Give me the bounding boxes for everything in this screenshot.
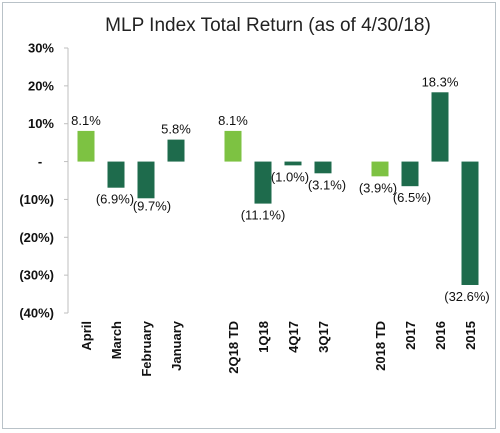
y-tick-label: 10% [28,116,54,131]
data-label: 8.1% [218,113,248,128]
data-label: 5.8% [161,122,191,137]
category-label: 2018 TD [373,321,388,371]
y-tick-label: (30%) [19,268,54,283]
category-label: April [79,321,94,351]
y-tick-label: (20%) [19,230,54,245]
chart-frame [2,2,496,429]
label-layer: 8.1% April (6.9%) March (9.7%) February 5.8% Ja… [71,74,490,376]
y-tick-label: 30% [28,41,54,56]
y-tick-label: - [38,154,42,169]
y-tick-label: 20% [28,78,54,93]
bar-march [107,161,125,188]
bar-2015 [461,161,479,285]
category-label: 2015 [463,321,478,350]
category-label: March [109,321,124,359]
data-label: (6.5%) [393,190,431,205]
bar-april [77,130,95,162]
category-label: January [169,320,184,371]
category-label: 1Q18 [256,321,271,353]
category-label: 4Q17 [286,321,301,353]
bar-january [167,139,185,162]
category-label: 2Q18 TD [226,321,241,374]
category-label: 2017 [403,321,418,350]
axis-layer: 30% 20% 10% - (10%) (20%) (30%) (40%) [19,41,69,321]
data-label: (1.0%) [271,169,309,184]
bar-4q17 [284,161,302,166]
bar-2016 [431,92,449,162]
category-label: 3Q17 [316,321,331,353]
bar-2018-td [371,161,389,177]
data-label: (9.7%) [133,198,171,213]
data-label: (11.1%) [241,208,286,223]
data-label: (3.9%) [359,180,397,195]
data-label: 18.3% [422,74,459,89]
data-label: 8.1% [71,113,101,128]
y-tick-label: (10%) [19,192,54,207]
data-label: (6.9%) [96,192,134,207]
data-label: (32.6%) [444,289,490,304]
data-label: (3.1%) [308,177,346,192]
bar-1q18 [254,161,272,204]
bar-3q17 [314,161,332,174]
category-label: February [139,320,154,376]
y-tick-label: (40%) [19,306,54,321]
bar-layer [77,92,479,285]
category-label: 2016 [433,321,448,350]
chart-title: MLP Index Total Return (as of 4/30/18) [105,15,431,36]
bar-2q18-td [224,130,242,162]
bar-2017 [401,161,419,187]
bar-february [137,161,155,199]
